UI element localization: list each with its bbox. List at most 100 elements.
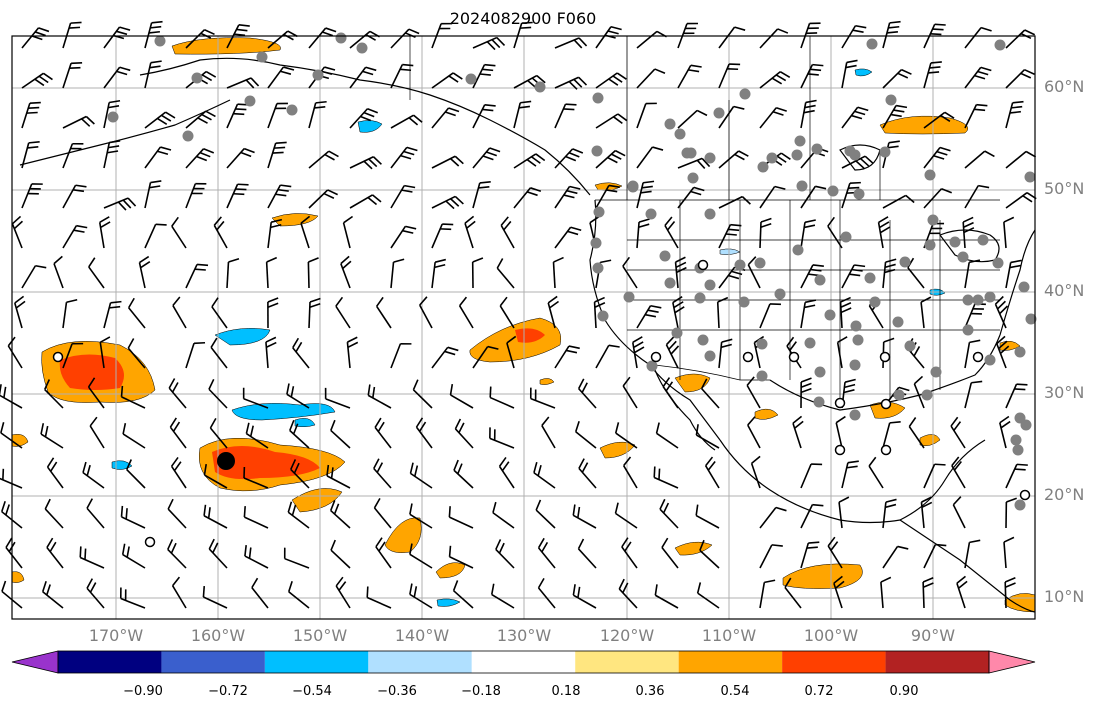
wind-barb — [614, 502, 638, 529]
wind-barb — [1005, 259, 1022, 289]
wind-barb — [877, 216, 891, 249]
wind-barb — [40, 423, 64, 449]
wind-barb — [21, 140, 40, 169]
station-marker — [704, 152, 716, 164]
wind-barb — [1003, 216, 1015, 249]
station-marker — [687, 172, 699, 184]
wind-barb — [833, 575, 845, 609]
station-marker — [286, 104, 298, 116]
station-marker — [713, 107, 725, 119]
wind-barb — [922, 577, 934, 609]
wind-barb — [14, 295, 26, 329]
wind-barb — [574, 421, 597, 449]
station-marker — [671, 327, 683, 339]
station-marker — [814, 274, 826, 286]
wind-barb — [366, 586, 392, 609]
wind-barb — [677, 157, 711, 169]
coastlines — [19, 57, 1036, 613]
station-marker-open — [742, 351, 754, 363]
wind-barb — [747, 416, 761, 449]
station-marker-open — [879, 351, 891, 363]
station-marker — [792, 244, 804, 256]
station-marker — [256, 51, 268, 63]
station-marker — [796, 180, 808, 192]
lon-label: 170°W — [88, 626, 144, 645]
wind-barb — [330, 419, 351, 449]
station-marker — [904, 340, 916, 352]
wind-barb — [952, 496, 966, 529]
wind-barb — [747, 256, 761, 289]
station-marker — [892, 316, 904, 328]
wind-barb — [244, 545, 269, 569]
station-marker — [853, 188, 865, 200]
wind-barb — [636, 68, 666, 89]
central-america — [899, 519, 1036, 613]
wind-barb — [792, 415, 804, 449]
wind-barb — [800, 541, 820, 569]
wind-barb — [308, 189, 338, 209]
wind-barb — [572, 504, 597, 529]
wind-barb — [335, 576, 351, 609]
wind-barb — [800, 503, 824, 529]
wind-barb — [210, 337, 228, 369]
station-marker — [646, 360, 658, 372]
wind-barb — [287, 580, 310, 609]
wind-barb — [554, 226, 582, 249]
wind-barb — [265, 336, 277, 369]
wind-barb — [21, 72, 53, 89]
wind-barb — [89, 416, 105, 449]
wind-barb — [835, 415, 846, 449]
wind-barb — [308, 27, 337, 49]
station-marker — [1020, 419, 1032, 431]
wind-barb — [21, 27, 50, 49]
wind-barb — [533, 461, 556, 489]
lat-label: 40°N — [1044, 281, 1085, 300]
wind-barb — [923, 187, 952, 209]
wind-barb — [245, 422, 269, 449]
wind-barb — [226, 147, 255, 169]
wind-barb — [329, 500, 351, 529]
station-marker — [791, 149, 803, 161]
wind-barb — [208, 538, 228, 569]
station-marker — [1010, 434, 1022, 446]
wind-barb — [622, 256, 638, 289]
wind-barb — [882, 545, 909, 569]
wind-barb — [490, 583, 515, 609]
wind-barb — [923, 61, 942, 89]
station-marker-open — [834, 444, 846, 456]
station-marker — [992, 257, 1004, 269]
wind-barb — [492, 501, 515, 529]
wind-barb — [882, 420, 901, 449]
wind-barb — [53, 255, 64, 289]
station-marker-open — [144, 536, 156, 548]
wind-barb — [21, 183, 43, 209]
wind-barb — [472, 36, 506, 51]
lon-label: 140°W — [394, 626, 450, 645]
wind-barb — [964, 380, 983, 409]
wind-barb — [964, 339, 981, 369]
wind-barb — [718, 223, 742, 249]
wind-barb — [1005, 68, 1035, 89]
wind-barb — [62, 184, 87, 209]
wind-barb — [390, 225, 417, 249]
positive-region — [11, 571, 25, 583]
station-marker — [899, 256, 911, 268]
wind-barb — [841, 24, 867, 49]
station-marker — [774, 288, 786, 300]
wind-barb — [431, 155, 464, 169]
wind-barb — [716, 296, 729, 329]
wind-barb — [882, 194, 915, 209]
wind-barb — [841, 460, 859, 489]
wind-barb — [431, 258, 447, 289]
wind-barb — [495, 539, 515, 569]
positive-region — [469, 317, 562, 363]
wind-barb — [496, 258, 515, 289]
station-marker — [962, 294, 974, 306]
wind-barb — [374, 417, 392, 449]
wind-barb — [289, 419, 310, 449]
negative-region — [294, 418, 316, 428]
wind-barb — [203, 504, 228, 529]
wind-barb — [452, 580, 474, 609]
wind-barb — [169, 417, 187, 449]
positive-region — [539, 378, 555, 385]
